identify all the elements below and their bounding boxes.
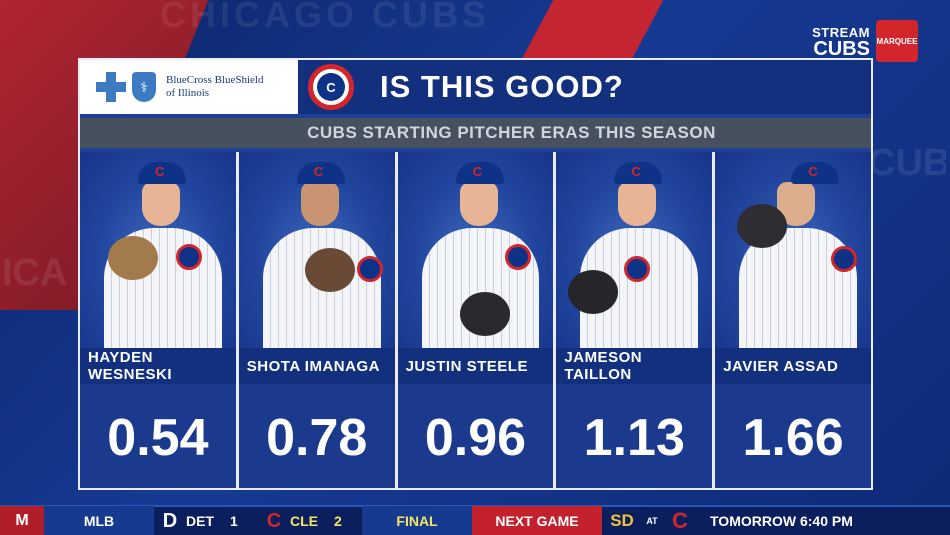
background-watermark-left: ICA <box>2 252 68 294</box>
glove-icon <box>737 204 788 248</box>
marquee-logo-icon: MARQUEE <box>876 20 918 62</box>
pitcher-card: SHOTA IMANAGA 0.78 <box>238 152 395 488</box>
face-shape <box>142 182 180 226</box>
pitcher-photo <box>556 152 713 348</box>
pitcher-era: 0.78 <box>238 388 395 488</box>
pitcher-name: JUSTIN STEELE <box>397 348 554 384</box>
home-team: CLE <box>290 513 318 529</box>
face-shape <box>300 182 339 226</box>
next-game-label: NEXT GAME <box>472 506 602 535</box>
sponsor-line-2: of Illinois <box>166 87 210 99</box>
pitcher-name: JAMESON TAILLON <box>556 348 713 384</box>
sponsor-name: BlueCross BlueShield of Illinois <box>166 74 263 100</box>
cap-icon <box>296 162 345 184</box>
face-shape <box>618 182 657 226</box>
graphic-title: IS THIS GOOD? <box>380 69 624 104</box>
pitcher-era: 1.66 <box>715 388 871 488</box>
away-team: DET <box>186 513 214 529</box>
pitcher-photo <box>397 152 554 348</box>
pitcher-name: JAVIER ASSAD <box>715 348 871 384</box>
away-score: 1 <box>230 513 238 529</box>
cubs-patch-icon <box>830 246 857 272</box>
face-shape <box>459 182 498 226</box>
cap-icon <box>614 162 663 184</box>
pitcher-era: 1.13 <box>556 388 713 488</box>
next-game-time: TOMORROW 6:40 PM <box>710 513 853 529</box>
cubs-logo-icon: C <box>308 64 354 110</box>
sponsor-line-1: BlueCross BlueShield <box>166 74 264 86</box>
pitcher-name: HAYDEN WESNESKI <box>80 348 236 384</box>
guardians-logo-icon: C <box>266 509 282 532</box>
padres-logo-icon: SD <box>610 511 634 530</box>
pitcher-era: 0.54 <box>80 388 236 488</box>
glove-icon <box>108 236 158 280</box>
pitcher-card: HAYDEN WESNESKI 0.54 <box>80 152 236 488</box>
game-status: FINAL <box>362 506 472 535</box>
pitcher-card: JUSTIN STEELE 0.96 <box>397 152 554 488</box>
tigers-logo-icon: D <box>162 509 178 532</box>
cubs-patch-icon <box>175 244 202 270</box>
pitcher-columns: HAYDEN WESNESKI 0.54 SHOTA IMANAGA 0.78 <box>80 152 871 488</box>
glove-icon <box>304 248 355 292</box>
graphic-subtitle: CUBS STARTING PITCHER ERAS THIS SEASON <box>80 118 871 148</box>
glove-icon <box>459 292 510 336</box>
stream-cubs-logo: STREAM CUBS <box>812 24 870 60</box>
home-score: 2 <box>334 513 342 529</box>
background-watermark-top: CHICAGO CUBS <box>160 0 491 35</box>
cubs-logo-inner: C <box>317 73 345 101</box>
broadcaster-bug: STREAM CUBS MARQUEE <box>812 20 918 62</box>
pitcher-photo <box>80 152 236 348</box>
bluecross-icon <box>96 72 126 102</box>
cubs-patch-icon <box>624 256 651 282</box>
cubs-patch-icon <box>356 256 383 282</box>
pitcher-photo <box>715 152 871 348</box>
glove-icon <box>568 270 619 314</box>
sponsor-banner: ⚕ BlueCross BlueShield of Illinois <box>80 60 298 114</box>
background-watermark-right: CUBS <box>868 142 946 184</box>
blueshield-icon: ⚕ <box>132 72 156 102</box>
cap-icon <box>455 162 504 184</box>
bug-line-2: CUBS <box>813 38 870 60</box>
cubs-ticker-logo-icon: C <box>672 508 688 533</box>
next-game-at: AT <box>646 516 658 526</box>
pitcher-photo <box>238 152 395 348</box>
network-icon: M <box>0 506 44 535</box>
era-graphic: ⚕ BlueCross BlueShield of Illinois C IS … <box>78 58 873 490</box>
ticker-league: MLB <box>44 506 154 535</box>
pitcher-card: JAVIER ASSAD 1.66 <box>715 152 871 488</box>
title-bar: C IS THIS GOOD? <box>298 60 871 114</box>
pitcher-name: SHOTA IMANAGA <box>238 348 395 384</box>
cap-icon <box>791 162 840 184</box>
score-ticker: M MLB D DET 1 C CLE 2 FINAL NEXT GAME SD… <box>0 505 950 535</box>
pitcher-card: JAMESON TAILLON 1.13 <box>556 152 713 488</box>
cubs-patch-icon <box>505 244 532 270</box>
cap-icon <box>138 162 186 184</box>
bug-line-1: STREAM <box>812 25 870 40</box>
pitcher-era: 0.96 <box>397 388 554 488</box>
